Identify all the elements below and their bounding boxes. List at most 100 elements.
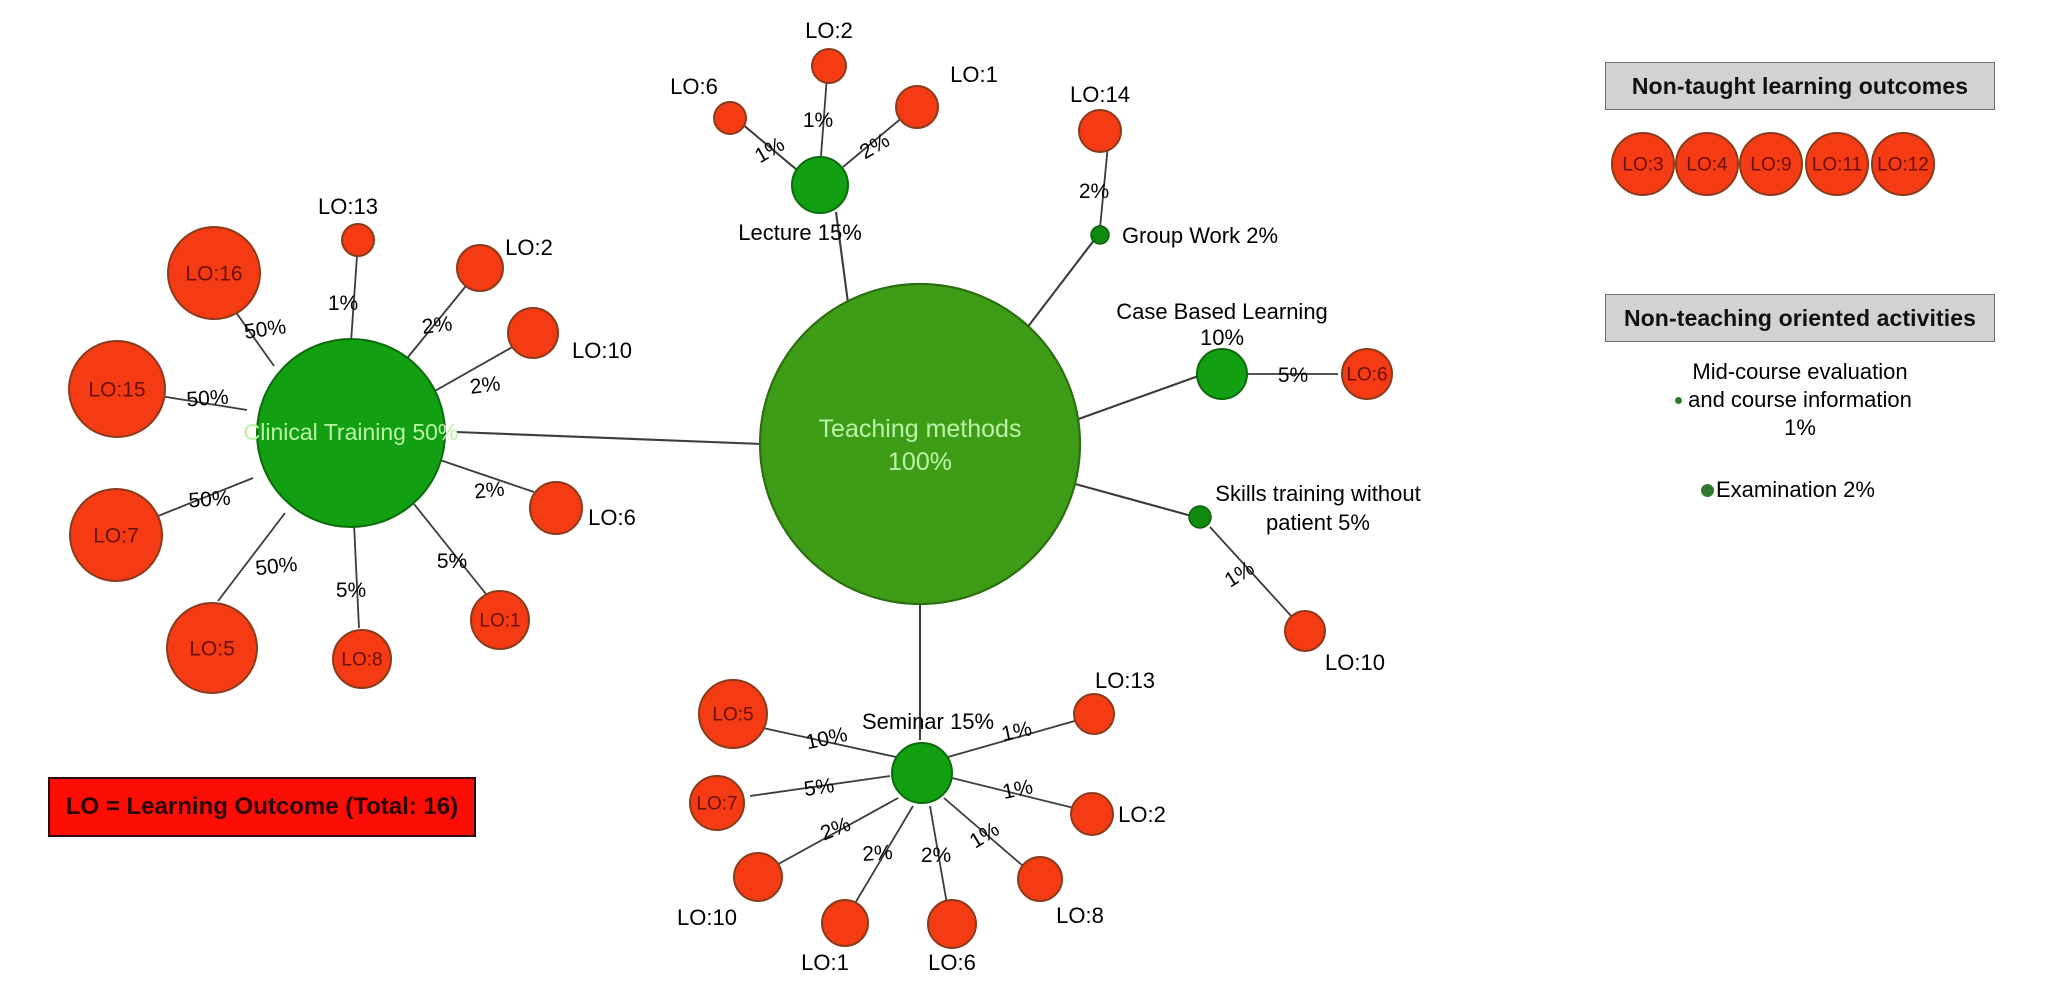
edge-clinical-lo8 (353, 523, 360, 629)
node-lo6-cbl[interactable] (1341, 348, 1393, 400)
label-lo8-clinical: LO:8 (341, 650, 382, 671)
label-lo6-seminar: LO:6 (928, 950, 976, 975)
node-lo2-lecture[interactable] (811, 48, 847, 84)
activity-item-mid-course-evaluation[interactable]: Mid-course evaluation and course informa… (1675, 358, 1912, 442)
cluster-group-work: 2% Group Work 2% LO:14 (1070, 82, 1278, 248)
node-lecture-caption: Lecture 15% (738, 220, 862, 245)
node-lo10-seminar[interactable] (733, 852, 783, 902)
edge-seminar-lo8 (943, 797, 1031, 873)
activity-label-mid-course: Mid-course evaluation and course informa… (1688, 359, 1912, 441)
node-lo5-seminar[interactable] (698, 679, 768, 749)
node-lo6-clinical[interactable] (529, 481, 583, 535)
label-lo7-seminar: LO:7 (696, 794, 737, 815)
edge-seminar-lo1 (850, 805, 914, 911)
label-lo15-clinical: LO:15 (88, 379, 145, 402)
pct-lecture-lo1: 2% (856, 129, 894, 164)
node-lo12-nontaught[interactable] (1871, 132, 1935, 196)
non-taught-nodes-svg: LO:3 LO:4 LO:9 LO:11 LO:12 (1611, 132, 1935, 196)
node-clinical-training-caption: Clinical Training 50% (244, 419, 459, 445)
edge-root-cbl (1072, 373, 1205, 422)
edge-clinical-lo7 (147, 477, 254, 521)
node-lo1-seminar[interactable] (821, 899, 869, 947)
label-lo6-clinical: LO:6 (588, 505, 636, 530)
non-teaching-activity-list: Mid-course evaluation and course informa… (1605, 352, 2005, 552)
edge-clinical-lo13 (350, 255, 358, 343)
pct-seminar-lo8: 1% (966, 818, 1004, 854)
label-lo12-nontaught: LO:12 (1877, 155, 1929, 176)
node-lo7-seminar[interactable] (689, 775, 745, 831)
node-lo1-clinical[interactable] (470, 590, 530, 650)
pct-clinical-lo13: 1% (328, 292, 358, 315)
label-lo16-clinical: LO:16 (185, 263, 242, 286)
node-lo16-clinical[interactable] (167, 226, 261, 320)
pct-seminar-lo7: 5% (802, 774, 835, 801)
node-lo3-nontaught[interactable] (1611, 132, 1675, 196)
cluster-skills-training: 1% Skills training without patient 5% LO… (1188, 481, 1421, 675)
edge-root-clinical (455, 430, 763, 446)
pct-lecture-lo2: 1% (803, 109, 833, 132)
cluster-lecture: 1% 1% 2% Lecture 15% LO:6 LO:2 LO:1 (670, 18, 998, 245)
node-seminar-caption: Seminar 15% (862, 709, 994, 734)
node-group-work[interactable] (1090, 225, 1110, 245)
node-teaching-methods-label: Teaching methods (819, 415, 1022, 443)
node-lo10-clinical[interactable] (507, 307, 559, 359)
node-lo11-nontaught[interactable] (1805, 132, 1869, 196)
pct-clinical-lo6: 2% (473, 478, 506, 504)
edge-clinical-lo1 (413, 503, 487, 595)
node-group-work-caption: Group Work 2% (1122, 223, 1278, 248)
node-case-based-learning[interactable] (1196, 348, 1248, 400)
root-node-group: Teaching methods 100% (758, 282, 1082, 606)
pct-cbl-lo6: 5% (1278, 364, 1308, 387)
node-lo8-seminar[interactable] (1017, 856, 1063, 902)
pct-groupwork-lo14: 2% (1079, 180, 1109, 203)
node-clinical-training[interactable] (256, 338, 446, 528)
label-lo1-clinical: LO:1 (479, 611, 520, 632)
node-seminar[interactable] (891, 742, 953, 804)
node-lo2-clinical[interactable] (456, 244, 504, 292)
node-lo7-clinical[interactable] (69, 488, 163, 582)
label-lo1-seminar: LO:1 (801, 950, 849, 975)
node-lo6-seminar[interactable] (927, 899, 977, 949)
node-lo8-clinical[interactable] (332, 629, 392, 689)
label-lo5-clinical: LO:5 (189, 638, 235, 661)
node-lo14-groupwork[interactable] (1078, 109, 1122, 153)
node-lo9-nontaught[interactable] (1739, 132, 1803, 196)
node-teaching-methods[interactable] (758, 282, 1082, 606)
edge-lecture-lo6-b (741, 123, 798, 171)
edge-seminar-lo10 (772, 797, 899, 868)
node-lo4-nontaught[interactable] (1675, 132, 1739, 196)
edge-root-groupwork (1016, 234, 1099, 342)
node-lecture[interactable] (791, 156, 849, 214)
node-lo1-lecture[interactable] (895, 85, 939, 129)
pct-seminar-lo1: 2% (862, 841, 894, 866)
green-dot-icon-examination (1701, 483, 1714, 497)
pct-clinical-lo10: 2% (469, 372, 502, 399)
pct-clinical-lo16: 50% (243, 315, 288, 344)
node-lo6-lecture[interactable] (713, 101, 747, 135)
cluster-case-based-learning: 5% Case Based Learning 10% LO:6 (1116, 299, 1393, 400)
node-cbl-caption-line1: Case Based Learning (1116, 299, 1328, 324)
node-lo15-clinical[interactable] (68, 340, 166, 438)
cluster-clinical-training: 1% 50% 50% 50% 50% 5% 5% 2% 2% 2% Clinic… (68, 194, 636, 694)
pct-seminar-lo2: 1% (1000, 775, 1034, 804)
label-lo4-nontaught: LO:4 (1686, 155, 1728, 176)
node-lo5-clinical[interactable] (166, 602, 258, 694)
learning-outcome-legend: LO = Learning Outcome (Total: 16) (48, 777, 476, 837)
node-lo13-seminar[interactable] (1073, 693, 1115, 735)
learning-outcome-legend-text: LO = Learning Outcome (Total: 16) (65, 793, 459, 820)
label-lo10-clinical: LO:10 (572, 338, 632, 363)
node-lo10-skills[interactable] (1284, 610, 1326, 652)
label-lo3-nontaught: LO:3 (1622, 155, 1663, 176)
edge-clinical-lo15 (159, 395, 248, 411)
node-lo13-clinical[interactable] (341, 223, 375, 257)
node-skills-training[interactable] (1188, 505, 1212, 529)
node-skills-caption-line1: Skills training without (1215, 481, 1420, 506)
label-lo11-nontaught: LO:11 (1812, 155, 1862, 176)
activity-item-examination[interactable]: Examination 2% (1701, 476, 1875, 504)
edge-clinical-lo6 (436, 458, 535, 493)
node-lo2-seminar[interactable] (1070, 792, 1114, 836)
label-lo2-seminar: LO:2 (1118, 802, 1166, 827)
activity-label-examination: Examination 2% (1716, 477, 1875, 502)
panel-non-taught-title: Non-taught learning outcomes (1631, 72, 1969, 99)
